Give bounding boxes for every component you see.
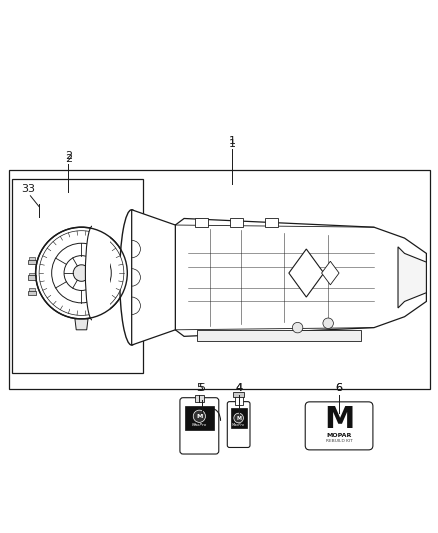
Circle shape [292, 322, 303, 333]
Bar [29, 272, 35, 275]
Text: 5: 5 [198, 383, 205, 393]
Polygon shape [321, 261, 339, 285]
Circle shape [39, 231, 124, 316]
Bar [233, 392, 244, 397]
Text: M: M [196, 414, 202, 419]
Bar [29, 257, 35, 260]
Bar [235, 397, 243, 405]
Text: MOPAR: MOPAR [326, 433, 352, 438]
Text: MaxPro: MaxPro [192, 423, 207, 427]
Circle shape [73, 265, 90, 281]
Circle shape [234, 413, 244, 423]
Text: 3: 3 [21, 184, 28, 195]
Bar [195, 219, 208, 227]
Text: 6: 6 [336, 383, 343, 393]
Polygon shape [197, 330, 361, 341]
Bar [195, 394, 204, 402]
Text: 6: 6 [336, 383, 343, 393]
Circle shape [52, 243, 111, 303]
Text: 4: 4 [235, 383, 242, 393]
Bar [230, 219, 243, 227]
Text: 3: 3 [27, 184, 34, 195]
Circle shape [323, 318, 333, 328]
Bar [9, 171, 430, 389]
Text: 2: 2 [65, 154, 72, 164]
Text: 5: 5 [196, 383, 203, 393]
Polygon shape [132, 210, 175, 345]
Circle shape [35, 227, 127, 319]
Circle shape [64, 256, 99, 290]
Text: 1: 1 [229, 136, 236, 147]
Bar [28, 290, 36, 295]
Bar [92, 223, 110, 324]
Polygon shape [75, 319, 88, 330]
Text: 2: 2 [65, 151, 72, 161]
FancyBboxPatch shape [227, 402, 250, 448]
Ellipse shape [85, 226, 99, 320]
Circle shape [193, 410, 205, 422]
Bar [265, 219, 278, 227]
Polygon shape [289, 249, 324, 297]
Polygon shape [398, 247, 426, 308]
Text: MaxPro: MaxPro [232, 423, 245, 426]
Polygon shape [175, 219, 426, 336]
Bar [185, 406, 214, 430]
Bar [12, 179, 143, 374]
Bar [29, 288, 35, 290]
Ellipse shape [120, 210, 144, 345]
Text: M: M [236, 416, 241, 421]
FancyBboxPatch shape [180, 398, 219, 454]
FancyBboxPatch shape [305, 402, 373, 450]
Text: REBUILD KIT: REBUILD KIT [326, 439, 353, 443]
Bar [28, 260, 36, 264]
Text: M: M [324, 405, 354, 434]
Text: 1: 1 [229, 139, 236, 149]
Bar [28, 275, 36, 280]
Text: 4: 4 [235, 383, 242, 393]
Bar [231, 408, 247, 428]
